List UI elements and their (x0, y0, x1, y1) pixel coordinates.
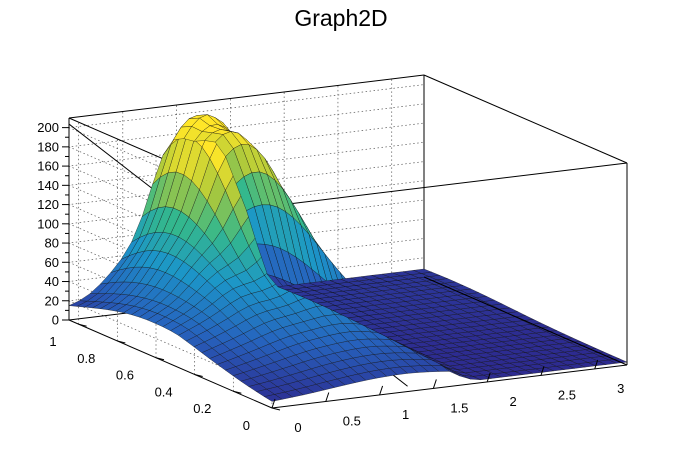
y-tick (117, 340, 126, 344)
x-tick (379, 385, 384, 396)
x-tick-label: 2 (510, 394, 517, 409)
x-tick (486, 372, 491, 383)
y-tick-label: 1 (49, 334, 56, 349)
x-tick-label: 0 (294, 420, 301, 435)
z-tick-label: 0 (52, 313, 59, 328)
x-tick (540, 366, 545, 376)
axis-edge (423, 276, 628, 366)
y-tick-label: 0 (243, 418, 250, 433)
frame-front (68, 276, 628, 409)
x-tick (325, 392, 330, 402)
z-tick-label: 40 (45, 274, 59, 289)
frame-edge (423, 74, 628, 164)
y-tick-label: 0.2 (193, 401, 211, 416)
y-tick (78, 323, 87, 327)
z-tick-label: 20 (45, 293, 59, 308)
z-tick-label: 180 (37, 139, 59, 154)
x-tick-label: 1.5 (450, 400, 468, 415)
frame-edge (271, 162, 628, 207)
axis-edge (271, 364, 628, 409)
x-tick (271, 398, 276, 409)
z-axis: 0 20 40 60 80 100 120 140 160 180 200 (37, 118, 70, 328)
x-tick-label: 2.5 (558, 387, 576, 402)
y-tick-label: 0.8 (77, 351, 95, 366)
x-tick-label: 3 (617, 381, 624, 396)
frame-edge (68, 74, 425, 119)
x-tick-label: 1 (402, 407, 409, 422)
y-tick (155, 357, 165, 361)
z-tick-label: 120 (37, 197, 59, 212)
z-tick-label: 140 (37, 178, 59, 193)
z-tick-label: 160 (37, 159, 59, 174)
z-tick-label: 80 (45, 236, 59, 251)
x-tick-label: 0.5 (343, 413, 361, 428)
x-tick (594, 359, 599, 370)
y-tick (194, 373, 203, 377)
y-tick (271, 407, 281, 411)
axis-edge (68, 319, 273, 409)
surface-mesh (68, 114, 628, 402)
x-axis: 0 0.5 1 1.5 2 2.5 3 (271, 359, 624, 435)
chart-title: Graph2D (294, 5, 387, 31)
y-tick (233, 390, 242, 394)
y-tick-label: 0.6 (116, 368, 134, 383)
x-tick (432, 379, 437, 389)
z-tick-label: 200 (37, 120, 59, 135)
z-tick-label: 100 (37, 216, 59, 231)
y-tick-label: 0.4 (155, 384, 173, 399)
surface-cell (413, 268, 432, 274)
y-axis: 0 0.2 0.4 0.6 0.8 1 (49, 323, 281, 433)
z-tick-label: 60 (45, 255, 59, 270)
